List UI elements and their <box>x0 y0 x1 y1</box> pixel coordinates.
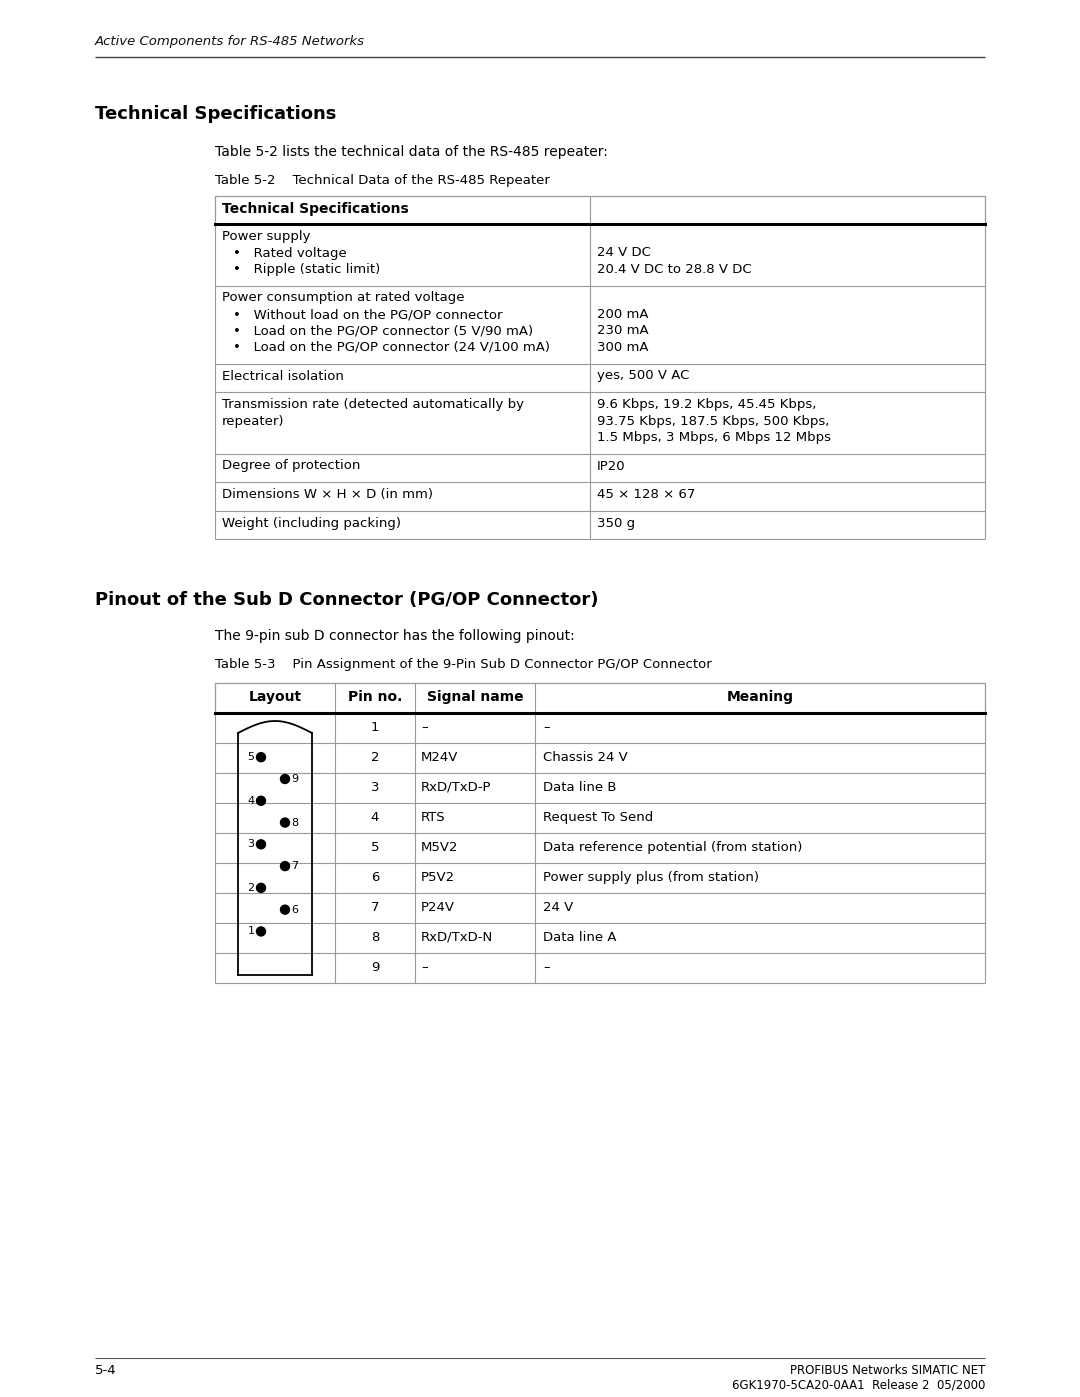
Text: Table 5-2    Technical Data of the RS-485 Repeater: Table 5-2 Technical Data of the RS-485 R… <box>215 175 550 187</box>
Text: Meaning: Meaning <box>727 690 794 704</box>
Text: Pin no.: Pin no. <box>348 690 402 704</box>
Text: 7: 7 <box>370 901 379 914</box>
Text: Electrical isolation: Electrical isolation <box>222 369 343 383</box>
Text: 5: 5 <box>370 841 379 854</box>
Text: –: – <box>543 721 550 733</box>
Text: The 9-pin sub D connector has the following pinout:: The 9-pin sub D connector has the follow… <box>215 629 575 643</box>
Text: 1: 1 <box>247 926 255 936</box>
Text: Request To Send: Request To Send <box>543 812 653 824</box>
Text: 24 V: 24 V <box>543 901 573 914</box>
Text: •   Without load on the PG/OP connector: • Without load on the PG/OP connector <box>233 307 502 321</box>
Text: •   Ripple (static limit): • Ripple (static limit) <box>233 263 380 277</box>
Text: Weight (including packing): Weight (including packing) <box>222 517 401 529</box>
Text: IP20: IP20 <box>597 460 625 472</box>
Text: 93.75 Kbps, 187.5 Kbps, 500 Kbps,: 93.75 Kbps, 187.5 Kbps, 500 Kbps, <box>597 415 829 427</box>
Text: Power supply plus (from station): Power supply plus (from station) <box>543 870 759 884</box>
Text: Table 5-3    Pin Assignment of the 9-Pin Sub D Connector PG/OP Connector: Table 5-3 Pin Assignment of the 9-Pin Su… <box>215 658 712 671</box>
Circle shape <box>257 840 266 849</box>
Text: Layout: Layout <box>248 690 301 704</box>
Text: 3: 3 <box>370 781 379 793</box>
Text: RTS: RTS <box>421 812 446 824</box>
Text: Technical Specifications: Technical Specifications <box>222 203 408 217</box>
Text: Technical Specifications: Technical Specifications <box>95 105 336 123</box>
Text: Signal name: Signal name <box>427 690 524 704</box>
Text: Pinout of the Sub D Connector (PG/OP Connector): Pinout of the Sub D Connector (PG/OP Con… <box>95 591 598 609</box>
Text: PROFIBUS Networks SIMATIC NET
6GK1970-5CA20-0AA1  Release 2  05/2000: PROFIBUS Networks SIMATIC NET 6GK1970-5C… <box>731 1363 985 1391</box>
Text: yes, 500 V AC: yes, 500 V AC <box>597 369 689 383</box>
Text: Data line B: Data line B <box>543 781 617 793</box>
Text: 45 × 128 × 67: 45 × 128 × 67 <box>597 488 696 502</box>
Text: 300 mA: 300 mA <box>597 341 648 353</box>
Circle shape <box>257 753 266 761</box>
Text: Transmission rate (detected automatically by: Transmission rate (detected automaticall… <box>222 398 524 411</box>
Text: 8: 8 <box>370 930 379 944</box>
Text: Data line A: Data line A <box>543 930 617 944</box>
Text: Data reference potential (from station): Data reference potential (from station) <box>543 841 802 854</box>
Text: 9: 9 <box>292 774 299 784</box>
Text: 6: 6 <box>370 870 379 884</box>
Text: 7: 7 <box>292 861 299 872</box>
Circle shape <box>281 905 289 914</box>
Text: 3: 3 <box>247 840 255 849</box>
Text: •   Load on the PG/OP connector (24 V/100 mA): • Load on the PG/OP connector (24 V/100 … <box>233 341 550 353</box>
Text: 24 V DC: 24 V DC <box>597 246 651 260</box>
Bar <box>215 683 985 712</box>
Text: 9.6 Kbps, 19.2 Kbps, 45.45 Kbps,: 9.6 Kbps, 19.2 Kbps, 45.45 Kbps, <box>597 398 816 411</box>
Text: Table 5-2 lists the technical data of the RS-485 repeater:: Table 5-2 lists the technical data of th… <box>215 145 608 159</box>
Text: •   Rated voltage: • Rated voltage <box>233 246 347 260</box>
Circle shape <box>281 862 289 870</box>
Text: repeater): repeater) <box>222 415 284 427</box>
Text: 2: 2 <box>370 752 379 764</box>
Text: RxD/TxD-P: RxD/TxD-P <box>421 781 491 793</box>
Text: 2: 2 <box>247 883 255 893</box>
Text: Power consumption at rated voltage: Power consumption at rated voltage <box>222 292 464 305</box>
Text: 1.5 Mbps, 3 Mbps, 6 Mbps 12 Mbps: 1.5 Mbps, 3 Mbps, 6 Mbps 12 Mbps <box>597 432 831 444</box>
Text: 20.4 V DC to 28.8 V DC: 20.4 V DC to 28.8 V DC <box>597 263 752 277</box>
Text: P5V2: P5V2 <box>421 870 455 884</box>
Text: 4: 4 <box>247 796 255 806</box>
Text: M24V: M24V <box>421 752 458 764</box>
Text: 5: 5 <box>247 752 255 763</box>
Text: Chassis 24 V: Chassis 24 V <box>543 752 627 764</box>
Text: 4: 4 <box>370 812 379 824</box>
Circle shape <box>281 819 289 827</box>
Text: Power supply: Power supply <box>222 231 311 243</box>
Text: RxD/TxD-N: RxD/TxD-N <box>421 930 494 944</box>
Text: Dimensions W × H × D (in mm): Dimensions W × H × D (in mm) <box>222 488 433 502</box>
Circle shape <box>257 883 266 893</box>
Circle shape <box>257 928 266 936</box>
Circle shape <box>281 774 289 784</box>
Text: 230 mA: 230 mA <box>597 324 649 338</box>
Text: 8: 8 <box>292 817 299 827</box>
Text: 350 g: 350 g <box>597 517 635 529</box>
Text: P24V: P24V <box>421 901 455 914</box>
Text: –: – <box>421 721 428 733</box>
Text: Active Components for RS-485 Networks: Active Components for RS-485 Networks <box>95 35 365 47</box>
Text: 200 mA: 200 mA <box>597 307 648 321</box>
Bar <box>215 196 985 224</box>
Text: –: – <box>421 961 428 974</box>
Text: –: – <box>543 961 550 974</box>
Text: 5-4: 5-4 <box>95 1363 117 1377</box>
Text: 6: 6 <box>292 905 298 915</box>
Text: Degree of protection: Degree of protection <box>222 460 361 472</box>
Text: M5V2: M5V2 <box>421 841 459 854</box>
Circle shape <box>257 796 266 805</box>
Text: 1: 1 <box>370 721 379 733</box>
Text: 9: 9 <box>370 961 379 974</box>
Text: •   Load on the PG/OP connector (5 V/90 mA): • Load on the PG/OP connector (5 V/90 mA… <box>233 324 534 338</box>
